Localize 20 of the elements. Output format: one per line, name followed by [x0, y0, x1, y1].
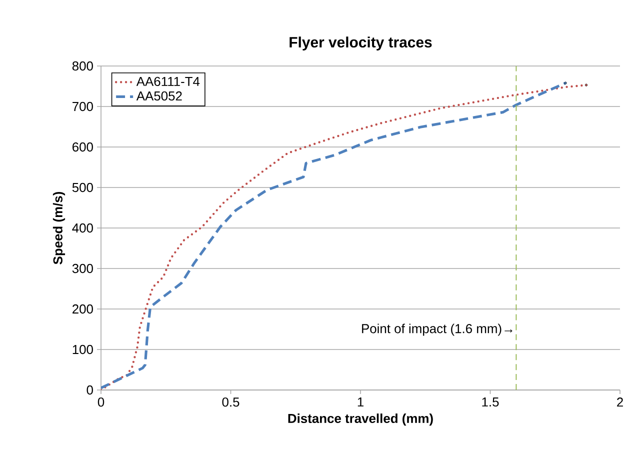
- y-tick-label: 700: [72, 102, 93, 112]
- chart-title: Flyer velocity traces: [290, 36, 432, 50]
- y-tick-label: 200: [72, 304, 93, 314]
- y-tick-label: 300: [72, 264, 93, 274]
- y-axis-title: Speed (m/s): [52, 192, 66, 264]
- legend-label: AA6111-T4: [136, 76, 200, 86]
- y-tick-label: 800: [72, 61, 93, 71]
- y-tick-label: 500: [72, 182, 93, 192]
- y-tick-label: 600: [72, 142, 93, 152]
- x-tick-label: 1: [358, 398, 364, 406]
- ref-line-label: Point of impact (1.6 mm)→: [362, 324, 512, 336]
- y-tick-label: 100: [72, 344, 93, 354]
- legend-label: AA5052: [136, 91, 182, 101]
- x-tick-label: 1.5: [482, 398, 499, 407]
- x-tick-label: 0: [98, 398, 104, 407]
- x-tick-label: 2: [617, 398, 623, 407]
- y-tick-label: 400: [72, 223, 93, 233]
- x-axis-title: Distance travelled (mm): [288, 414, 433, 426]
- y-tick-label: 0: [86, 385, 93, 395]
- x-tick-label: 0.5: [222, 398, 240, 407]
